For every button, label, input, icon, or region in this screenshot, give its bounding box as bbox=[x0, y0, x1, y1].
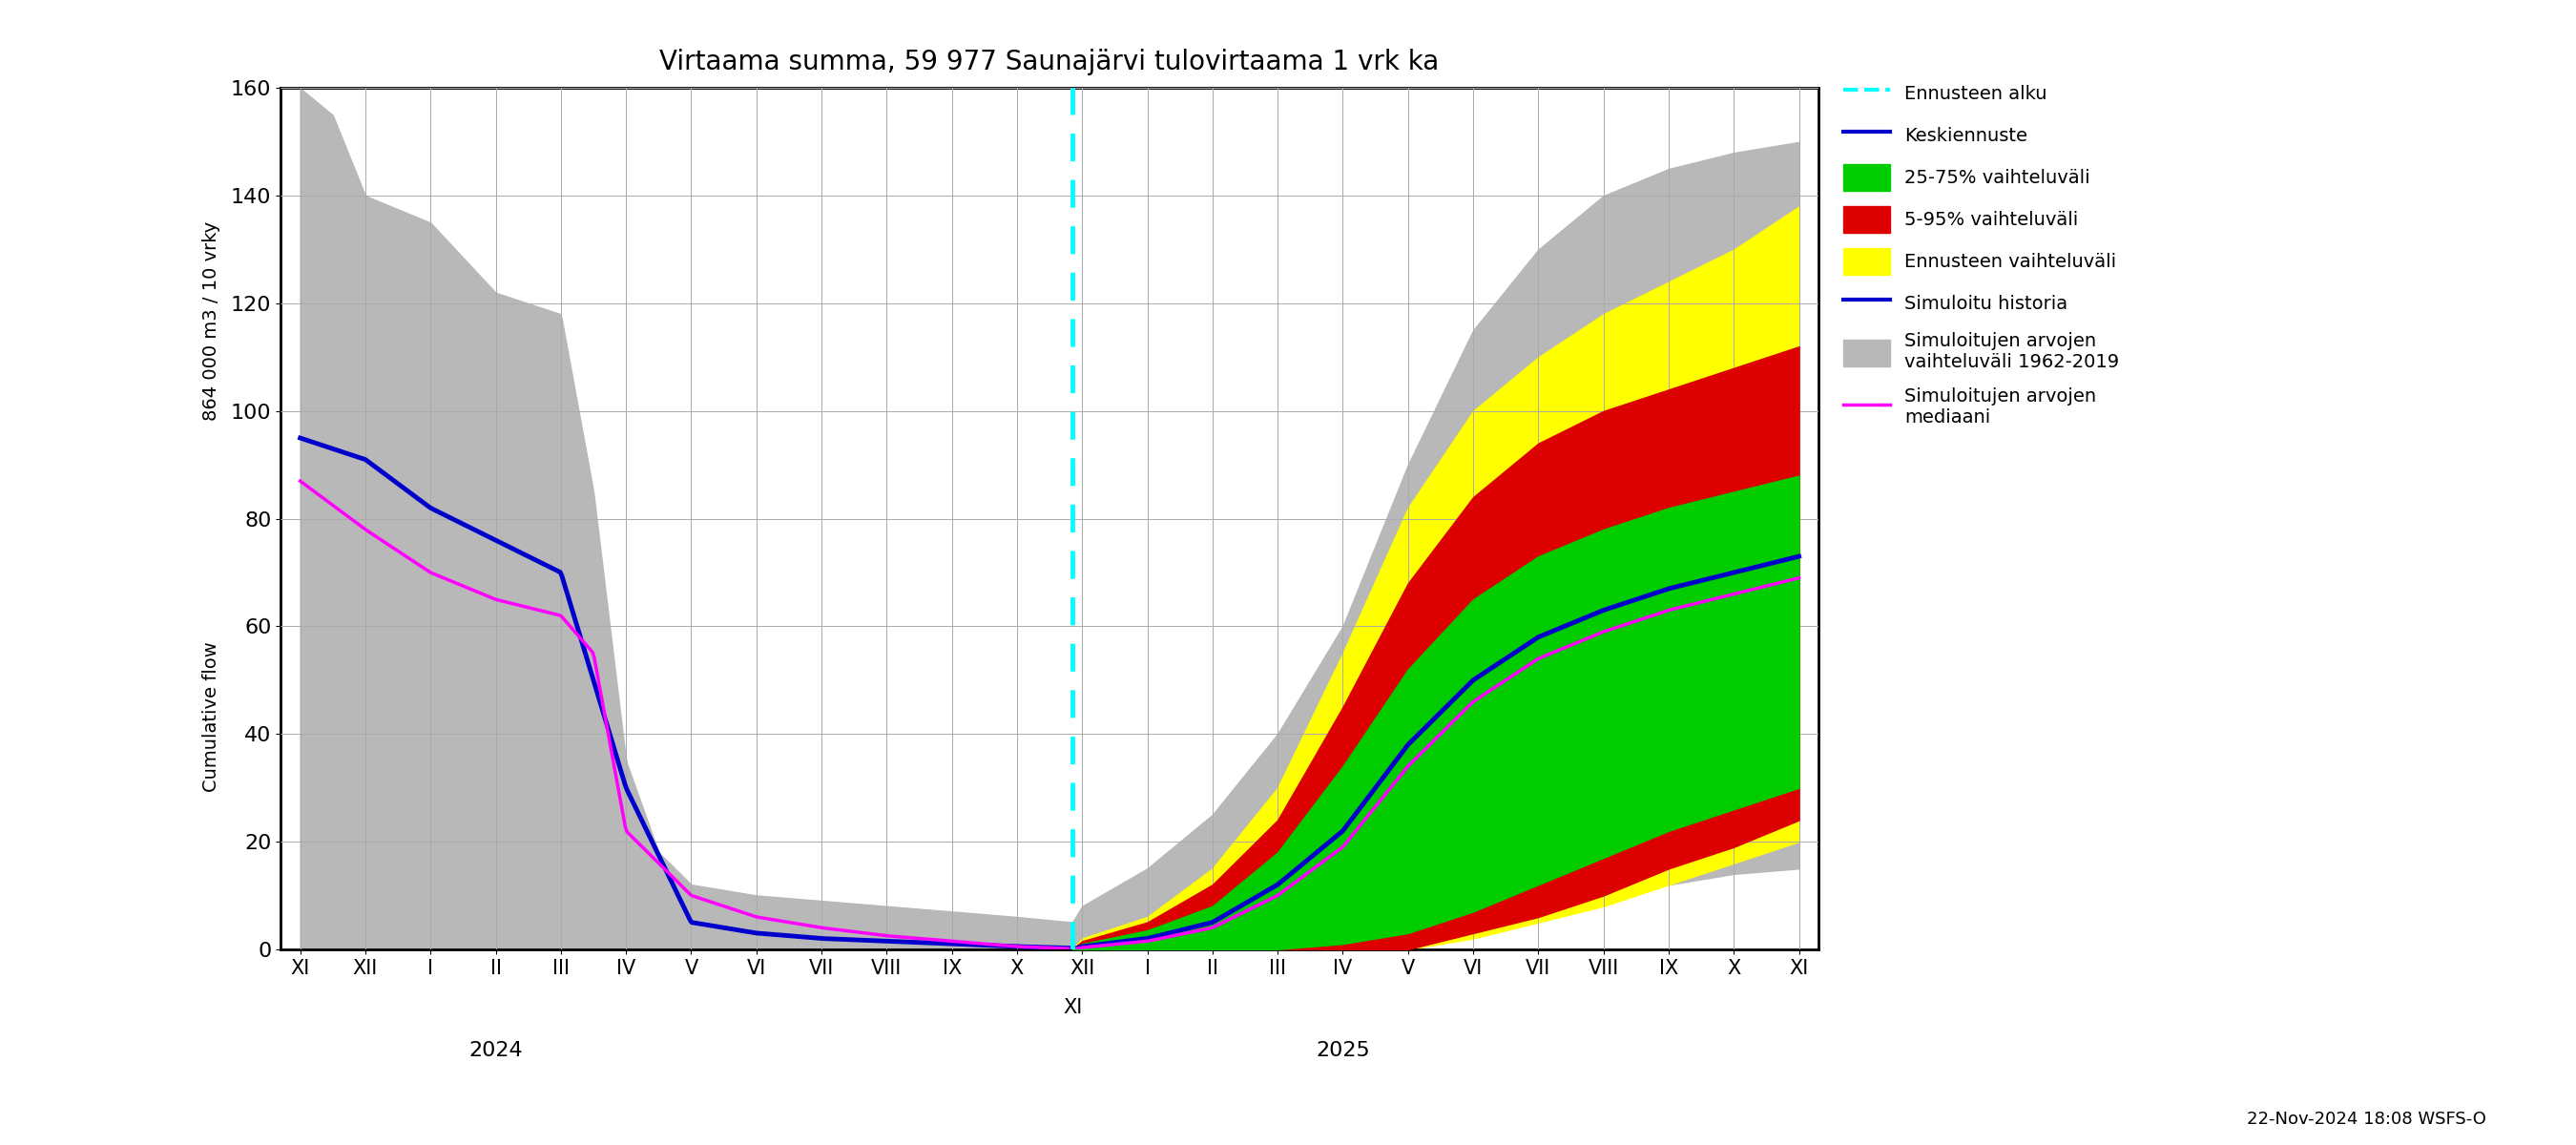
Title: Virtaama summa, 59 977 Saunajärvi tulovirtaama 1 vrk ka: Virtaama summa, 59 977 Saunajärvi tulovi… bbox=[659, 48, 1440, 76]
Legend: Ennusteen alku, Keskiennuste, 25-75% vaihteluväli, 5-95% vaihteluväli, Ennusteen: Ennusteen alku, Keskiennuste, 25-75% vai… bbox=[1844, 80, 2120, 426]
Text: XI: XI bbox=[1064, 997, 1082, 1017]
Text: 2025: 2025 bbox=[1316, 1041, 1370, 1060]
Text: Cumulative flow: Cumulative flow bbox=[204, 641, 222, 792]
Text: 22-Nov-2024 18:08 WSFS-O: 22-Nov-2024 18:08 WSFS-O bbox=[2246, 1111, 2486, 1128]
Text: 2024: 2024 bbox=[469, 1041, 523, 1060]
Text: 864 000 m3 / 10 vrky: 864 000 m3 / 10 vrky bbox=[204, 221, 222, 420]
